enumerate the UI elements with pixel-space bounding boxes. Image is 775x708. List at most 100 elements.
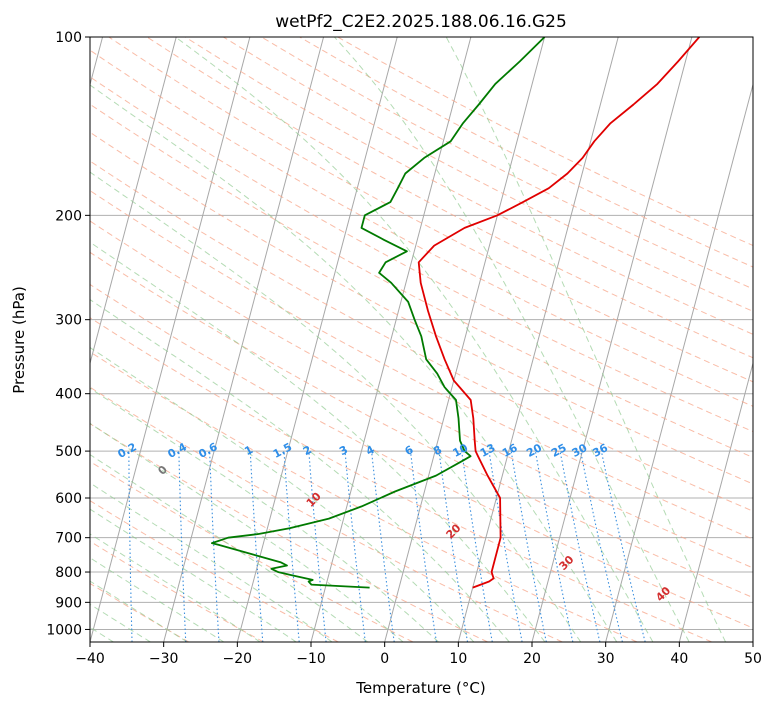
mixing-ratio-line	[344, 451, 366, 642]
isotherm-line	[531, 37, 693, 642]
mixing-ratio-line	[438, 451, 469, 642]
dry-adiabat-line	[90, 317, 712, 642]
mixing-ratio-label: 30	[570, 441, 590, 460]
moist-adiabat-line	[90, 580, 188, 642]
moist-adiabat-line	[445, 37, 727, 642]
moist-adiabat-line	[90, 387, 439, 642]
y-tick-label: 400	[55, 387, 82, 403]
mixing-ratio-label: 2	[301, 443, 314, 458]
moist-adiabat-line	[90, 241, 546, 642]
grid-layer	[90, 37, 753, 642]
mixing-ratio-label: 8	[431, 443, 444, 458]
moist-adiabat-line	[90, 84, 618, 642]
x-tick-label: −20	[223, 651, 253, 667]
dry-adiabat-line	[146, 37, 753, 359]
moist-adiabat-line	[90, 454, 368, 642]
y-tick-label: 200	[55, 208, 82, 224]
mixing-ratio-label: 13	[478, 441, 498, 460]
x-tick-label: −30	[149, 651, 179, 667]
isopleth-label-layer: -100-90-80-70-60-50-40-30-20-100.10.20.4…	[0, 432, 674, 604]
mixing-ratio-label: 0.2	[116, 440, 139, 461]
profile-line-1	[211, 37, 546, 589]
mixing-ratio-line	[510, 451, 547, 642]
mixing-ratio-label: 3	[337, 443, 350, 458]
isotherm-line	[163, 37, 325, 642]
isotherm-line	[752, 640, 753, 642]
mixing-ratio-label: 16	[500, 441, 520, 460]
moist-adiabat-line	[334, 37, 690, 642]
isotherm-line	[678, 361, 753, 642]
dry-adiabat-line	[90, 460, 414, 642]
series-layer	[211, 37, 700, 589]
mixing-ratio-line	[371, 451, 395, 642]
moist-adiabat-line	[90, 422, 404, 642]
dry-adiabat-label: -10	[0, 432, 14, 456]
mixing-ratio-label: 0.4	[166, 440, 190, 461]
moist-adiabat-line	[90, 482, 333, 642]
y-tick-label: 900	[55, 595, 82, 611]
x-tick-label: 40	[670, 651, 688, 667]
mixing-ratio-line	[128, 451, 133, 642]
x-tick-label: −40	[75, 651, 105, 667]
tick-layer: −40 −30 −20 −10 0 10 20 30 40 5010020030040050060…	[46, 30, 762, 667]
y-tick-label: 300	[55, 313, 82, 329]
moist-adiabat-line	[90, 533, 261, 642]
moist-adiabat-label: 0	[155, 463, 170, 478]
mixing-ratio-line	[600, 450, 646, 642]
mixing-ratio-label: 20	[524, 441, 544, 460]
mixing-ratio-label: 36	[590, 441, 610, 460]
mixing-ratio-label: 1	[242, 443, 255, 458]
x-tick-label: 0	[380, 651, 389, 667]
dry-adiabat-line	[90, 251, 753, 599]
isotherm-line	[236, 37, 398, 642]
isotherm-line	[457, 37, 619, 642]
plot-frame	[89, 36, 754, 643]
dry-adiabat-line	[90, 423, 488, 642]
x-tick-label: −10	[296, 651, 326, 667]
x-tick-label: 30	[597, 651, 615, 667]
dry-adiabat-line	[90, 220, 753, 569]
mixing-ratio-line	[283, 451, 300, 642]
dry-adiabat-line	[223, 37, 753, 312]
y-axis-label: Pressure (hPa)	[10, 286, 28, 394]
moist-adiabat-line	[90, 508, 297, 642]
dry-adiabat-line	[90, 103, 753, 458]
dry-adiabat-line	[90, 131, 753, 485]
mixing-ratio-line	[249, 451, 264, 642]
dry-adiabat-line	[108, 37, 753, 383]
x-tick-label: 50	[744, 651, 762, 667]
y-tick-label: 700	[55, 531, 82, 547]
dry-adiabat-line	[90, 283, 753, 629]
dry-adiabat-line	[90, 351, 638, 642]
y-tick-label: 500	[55, 444, 82, 460]
y-tick-label: 100	[55, 30, 82, 46]
x-axis-label: Temperature (°C)	[355, 679, 485, 697]
moist-adiabat-label: 30	[557, 553, 577, 573]
moist-adiabat-label: 10	[304, 490, 324, 510]
dry-adiabat-line	[261, 37, 753, 290]
moist-adiabat-line	[90, 557, 225, 642]
mixing-ratio-line	[308, 451, 327, 642]
mixing-ratio-line	[580, 450, 623, 642]
y-tick-label: 1000	[46, 622, 82, 638]
profile-line-0	[417, 37, 700, 589]
mixing-ratio-label: 1.5	[271, 440, 294, 461]
dry-adiabat-line	[184, 37, 753, 335]
x-tick-label: 20	[523, 651, 541, 667]
mixing-ratio-line	[534, 451, 574, 642]
dry-adiabat-line	[90, 582, 190, 642]
y-tick-label: 800	[55, 565, 82, 581]
moist-adiabat-line	[175, 37, 654, 642]
mixing-ratio-label: 0.1	[69, 440, 92, 461]
y-tick-label: 600	[55, 491, 82, 507]
dry-adiabat-line	[90, 500, 339, 642]
isotherm-line	[310, 37, 472, 642]
moist-adiabat-line	[90, 346, 475, 642]
mixing-ratio-label: 6	[403, 443, 416, 458]
moist-adiabat-line	[90, 299, 510, 642]
mixing-ratio-label: 25	[549, 441, 569, 460]
mixing-ratio-line	[559, 451, 601, 642]
chart-title: wetPf2_C2E2.2025.188.06.16.G25	[275, 12, 567, 32]
